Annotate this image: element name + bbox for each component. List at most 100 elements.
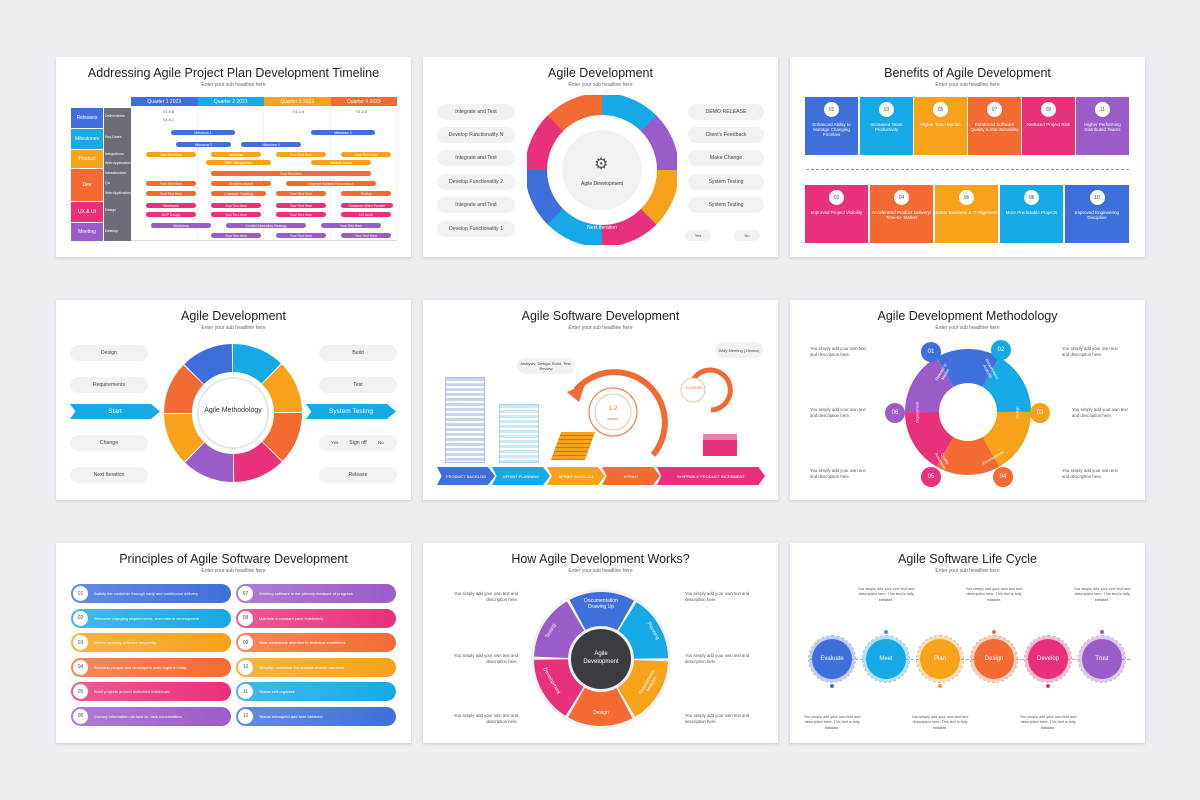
- principle-item[interactable]: 02 Welcome changing requirements, even la…: [71, 608, 231, 628]
- right-step-1[interactable]: DEMO RELEASE: [688, 104, 764, 120]
- bar[interactable]: Your Text Here: [276, 212, 326, 217]
- system-testing-arrow[interactable]: System Testing: [306, 404, 396, 419]
- right-step-4[interactable]: System Testing: [688, 174, 764, 190]
- step-sprint[interactable]: SPRINT: [602, 467, 660, 485]
- bar[interactable]: SMP Management: [206, 160, 271, 165]
- bar[interactable]: Your Text Here: [211, 171, 371, 176]
- benefit-card[interactable]: 08 More Predictable Projects: [1000, 185, 1063, 243]
- benefit-card[interactable]: 01 Enhanced Ability to Manage Changing Pr…: [805, 97, 858, 155]
- principle-item[interactable]: 09 Give continuous attention to technical…: [236, 633, 396, 652]
- bar[interactable]: MVP Design: [146, 212, 196, 217]
- benefit-card[interactable]: 06 Better Business & IT Alignment: [935, 185, 998, 243]
- bar[interactable]: Launches: [211, 152, 261, 157]
- bar[interactable]: Milestone 4: [241, 142, 301, 147]
- bar[interactable]: Milestone 1: [171, 130, 235, 135]
- principle-item[interactable]: 06 Convey information via face-to- face c…: [71, 706, 231, 726]
- bar[interactable]: Testing: [341, 191, 391, 196]
- bar[interactable]: Your Text Here: [211, 212, 261, 217]
- bar[interactable]: UX Audit: [341, 212, 391, 217]
- principle-item[interactable]: 12 Teams retrospect and tune behavior: [236, 706, 396, 726]
- slide-project-timeline[interactable]: Addressing Agile Project Plan Developmen…: [56, 57, 411, 257]
- benefit-card[interactable]: 09 Reduced Project Risk: [1022, 97, 1075, 155]
- principle-item[interactable]: 08 Maintain a constant pace indefinitely: [236, 608, 396, 628]
- bar[interactable]: Workshop: [151, 223, 211, 228]
- principle-item[interactable]: 04 Business people and developers work to…: [71, 657, 231, 677]
- left-step-5[interactable]: Integrate and Test: [437, 197, 515, 213]
- left-step-2[interactable]: Develop Functionality N: [437, 127, 515, 143]
- slide-principles[interactable]: Principles of Agile Software Development…: [56, 543, 411, 743]
- benefit-card[interactable]: 05 Higher Team Morale: [914, 97, 967, 155]
- lifecycle-stage[interactable]: Plan: [920, 639, 960, 679]
- bar[interactable]: Content Marketing Strategy: [226, 223, 306, 228]
- step-shippable-increment[interactable]: SHIPPABLE PRODUCT INCREMENT: [657, 467, 765, 485]
- step-product-backlog[interactable]: PRODUCT BACKLOG: [437, 467, 495, 485]
- bar[interactable]: Your Text Here: [276, 152, 326, 157]
- bar[interactable]: Your Text Here: [146, 152, 196, 157]
- bar[interactable]: Analytics Import: [211, 181, 271, 186]
- step-sprint-planning[interactable]: SPRINT PLANNING: [492, 467, 550, 485]
- decision-yes[interactable]: Yes: [685, 230, 711, 241]
- bar[interactable]: Your Text Here: [321, 223, 381, 228]
- right-step-3[interactable]: Make Change: [688, 150, 764, 166]
- lifecycle-stage[interactable]: Evaluate: [812, 639, 852, 679]
- slide-agile-software-development[interactable]: Agile Software Development Enter your su…: [423, 300, 778, 500]
- slide-how-agile-works[interactable]: How Agile Development Works? Enter your …: [423, 543, 778, 743]
- lifecycle-ring: [970, 635, 1018, 683]
- benefit-card[interactable]: 04 Accelerated Product Delivery/ Time-to-…: [870, 185, 933, 243]
- lifecycle-stage[interactable]: Meet: [866, 639, 906, 679]
- bar[interactable]: Your Text Here: [146, 181, 196, 186]
- bar[interactable]: Milestone 3: [311, 130, 375, 135]
- lifecycle-stage[interactable]: Develop: [1028, 639, 1068, 679]
- bar[interactable]: Customer Tracking: [211, 191, 266, 196]
- benefit-card[interactable]: 07 Enhanced Software Quality & Maintainab…: [968, 97, 1021, 155]
- step-test[interactable]: Test: [319, 377, 397, 393]
- step-build[interactable]: Build: [319, 345, 397, 361]
- bar[interactable]: Milestone 2: [176, 142, 231, 147]
- bar[interactable]: Your Text Here: [211, 233, 261, 238]
- bar[interactable]: Your Text Here: [211, 203, 261, 208]
- slide-development-methodology[interactable]: Agile Development Methodology Enter your…: [790, 300, 1145, 500]
- left-step-3[interactable]: Integrate and Test: [437, 150, 515, 166]
- bar[interactable]: Upgrade System Performance: [286, 181, 376, 186]
- step-sprint-backlog[interactable]: SPRINT BACKLOG: [547, 467, 605, 485]
- bar[interactable]: Your Text Here: [341, 152, 391, 157]
- step-next-iteration[interactable]: Next Iteration: [70, 467, 148, 483]
- principle-item[interactable]: 10 Simplify- maximize the amount of work …: [236, 657, 396, 677]
- bar[interactable]: Your Text Here: [146, 191, 196, 196]
- slide-agile-development-cycle[interactable]: Agile Development Enter your sub headlin…: [423, 57, 778, 257]
- principle-item[interactable]: 07 Working software is the primary measur…: [236, 584, 396, 603]
- bar[interactable]: Customer Video Peddler: [341, 203, 393, 208]
- principle-item[interactable]: 01 Satisfy the customer through early and…: [71, 584, 231, 603]
- bar[interactable]: Vertical Scope: [311, 160, 371, 165]
- principle-item[interactable]: 05 Build projects around motivated indivi…: [71, 682, 231, 701]
- right-step-2[interactable]: Client's Feedback: [688, 127, 764, 143]
- bar[interactable]: Your Text Here: [276, 233, 326, 238]
- principle-item[interactable]: 03 Deliver working software frequently: [71, 633, 231, 652]
- bar[interactable]: Your Text Here: [341, 233, 391, 238]
- bar[interactable]: Wireframe: [146, 203, 196, 208]
- lifecycle-stage[interactable]: Design: [974, 639, 1014, 679]
- slide-life-cycle[interactable]: Agile Software Life Cycle Enter your sub…: [790, 543, 1145, 743]
- left-step-4[interactable]: Develop Functionality 2: [437, 174, 515, 190]
- lifecycle-stage[interactable]: Trust: [1082, 639, 1122, 679]
- step-release[interactable]: Release: [319, 467, 397, 483]
- step-change[interactable]: Change: [70, 435, 148, 451]
- right-step-5[interactable]: System Testing: [688, 197, 764, 213]
- benefit-card[interactable]: 11 Higher Performing Distributed Teams: [1076, 97, 1129, 155]
- benefit-card[interactable]: 03 Increased Team Productivity: [860, 97, 913, 155]
- process-center-label: Agile Development: [583, 651, 619, 665]
- slide-agile-methodology[interactable]: Agile Development Enter your sub headlin…: [56, 300, 411, 500]
- principle-item[interactable]: 11 Teams self-organize: [236, 682, 396, 701]
- decision-no[interactable]: No: [734, 230, 760, 241]
- step-design[interactable]: Design: [70, 345, 148, 361]
- left-step-1[interactable]: Integrate and Test: [437, 104, 515, 120]
- benefit-card[interactable]: 02 Improved Project Visibility: [805, 185, 868, 243]
- slide-benefits[interactable]: Benefits of Agile Development Enter your…: [790, 57, 1145, 257]
- step-requirements[interactable]: Requirements: [70, 377, 148, 393]
- left-step-6[interactable]: Develop Functionality 1: [437, 221, 515, 237]
- step-sign-off[interactable]: Sign off: [319, 435, 397, 451]
- benefit-card[interactable]: 10 Improved Engineering Discipline: [1065, 185, 1129, 243]
- bar[interactable]: Your Text Here: [276, 203, 326, 208]
- start-arrow[interactable]: Start: [70, 404, 160, 419]
- bar[interactable]: Your Text Here: [276, 191, 326, 196]
